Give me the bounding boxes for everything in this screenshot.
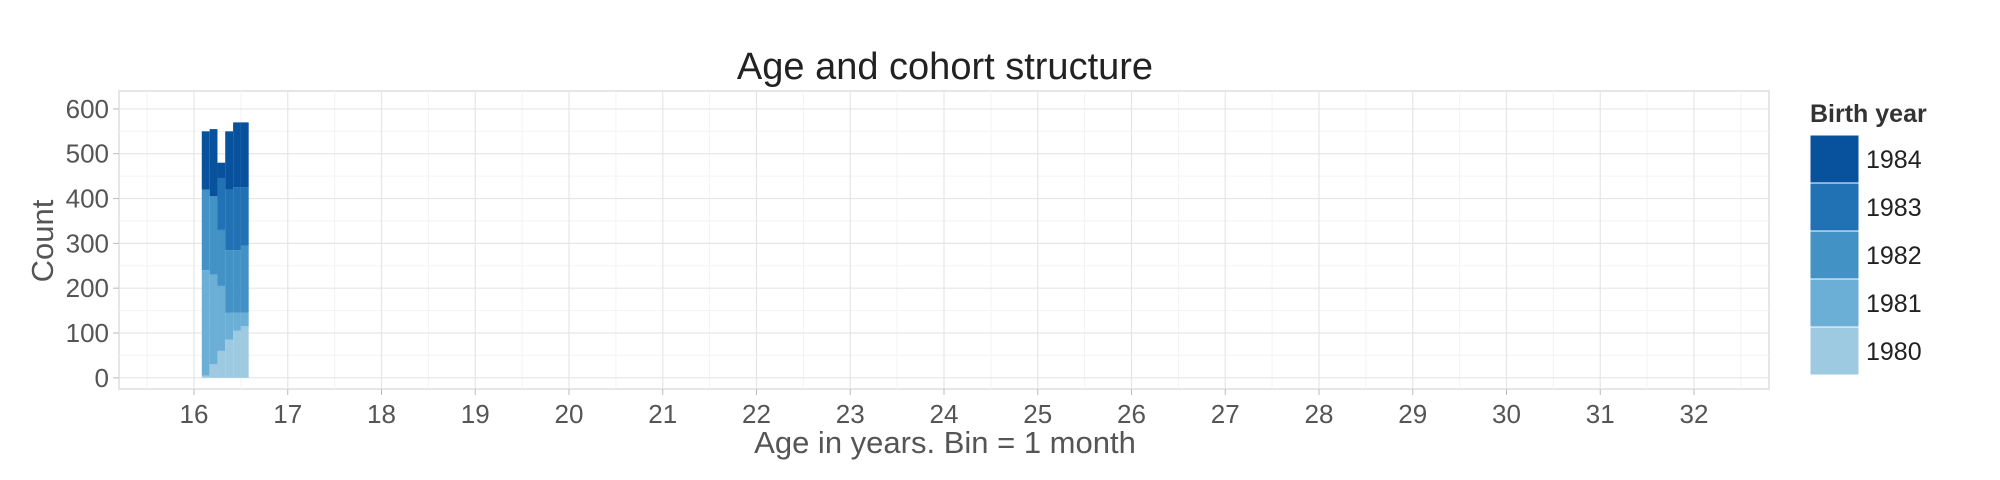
bar-segment-1980 xyxy=(240,326,249,378)
y-tick-label: 300 xyxy=(66,228,109,258)
x-tick-label: 27 xyxy=(1211,399,1240,429)
bar-segment-1981 xyxy=(209,274,218,365)
y-tick-label: 100 xyxy=(66,318,109,348)
bar-segment-1984 xyxy=(225,131,234,190)
x-tick-label: 31 xyxy=(1586,399,1615,429)
bar-segment-1984 xyxy=(217,162,226,179)
legend-label-1984: 1984 xyxy=(1866,146,1922,174)
bar-segment-1983 xyxy=(225,189,234,251)
bar-segment-1982 xyxy=(201,189,210,271)
bar-segment-1980 xyxy=(225,339,234,378)
x-tick-label: 29 xyxy=(1398,399,1427,429)
x-tick-label: 19 xyxy=(461,399,490,429)
x-tick-label: 21 xyxy=(648,399,677,429)
legend-swatch-1983 xyxy=(1809,182,1860,232)
bar-segment-1982 xyxy=(225,250,234,313)
bar-segment-1981 xyxy=(225,312,234,340)
bar-segment-1982 xyxy=(217,229,226,286)
x-tick-label: 28 xyxy=(1305,399,1334,429)
legend-swatch-1984 xyxy=(1809,134,1860,184)
legend-label-1980: 1980 xyxy=(1866,338,1922,366)
bar-segment-1982 xyxy=(233,250,241,313)
x-tick-label: 32 xyxy=(1680,399,1709,429)
legend-label-1982: 1982 xyxy=(1866,242,1922,270)
x-tick-label: 23 xyxy=(836,399,865,429)
y-axis-title: Count xyxy=(25,199,60,282)
bar-segment-1984 xyxy=(201,131,210,190)
legend-swatch-1982 xyxy=(1809,230,1860,280)
bar-segment-1983 xyxy=(233,187,241,251)
x-axis-title: Age in years. Bin = 1 month xyxy=(754,425,1136,460)
x-tick-label: 30 xyxy=(1492,399,1521,429)
bar-segment-1982 xyxy=(209,196,218,275)
bar-segment-1984 xyxy=(233,122,241,188)
x-tick-label: 26 xyxy=(1117,399,1146,429)
x-tick-label: 22 xyxy=(742,399,771,429)
grid-lines xyxy=(119,91,1769,389)
legend-label-1983: 1983 xyxy=(1866,194,1922,222)
legend-swatch-1980 xyxy=(1809,326,1860,376)
bar-segment-1980 xyxy=(201,375,210,378)
legend: Birth year 1984 1983 1982 1981 1980 xyxy=(1809,100,1927,376)
y-tick-label: 600 xyxy=(66,94,109,124)
bar-segment-1983 xyxy=(240,187,249,246)
bar-stacks xyxy=(201,122,249,378)
bar-segment-1981 xyxy=(217,285,226,351)
x-axis-ticks: 16 17 18 19 20 21 22 23 24 25 26 27 28 29 30 31 32 xyxy=(180,389,1709,429)
bar-segment-1980 xyxy=(209,364,218,378)
bar-segment-1984 xyxy=(240,122,249,188)
legend-swatch-1981 xyxy=(1809,278,1860,328)
bar-segment-1983 xyxy=(217,178,226,230)
x-tick-label: 18 xyxy=(367,399,396,429)
legend-label-1981: 1981 xyxy=(1866,290,1922,318)
bar-segment-1981 xyxy=(240,312,249,327)
bar-segment-1980 xyxy=(233,330,241,378)
x-tick-label: 16 xyxy=(180,399,209,429)
bar-segment-1981 xyxy=(233,312,241,331)
y-axis-ticks: 0 100 200 300 400 500 600 xyxy=(66,94,119,393)
legend-title: Birth year xyxy=(1810,100,1927,128)
bar-segment-1982 xyxy=(240,245,249,313)
chart-title: Age and cohort structure xyxy=(737,46,1153,88)
x-tick-label: 25 xyxy=(1023,399,1052,429)
y-tick-label: 400 xyxy=(66,184,109,214)
x-tick-label: 20 xyxy=(555,399,584,429)
bar-segment-1981 xyxy=(201,270,210,376)
x-tick-label: 17 xyxy=(273,399,302,429)
y-tick-label: 200 xyxy=(66,273,109,303)
y-tick-label: 0 xyxy=(95,363,109,393)
y-tick-label: 500 xyxy=(66,139,109,169)
x-tick-label: 24 xyxy=(930,399,959,429)
bar-segment-1980 xyxy=(217,350,226,378)
bar-segment-1984 xyxy=(209,129,218,197)
